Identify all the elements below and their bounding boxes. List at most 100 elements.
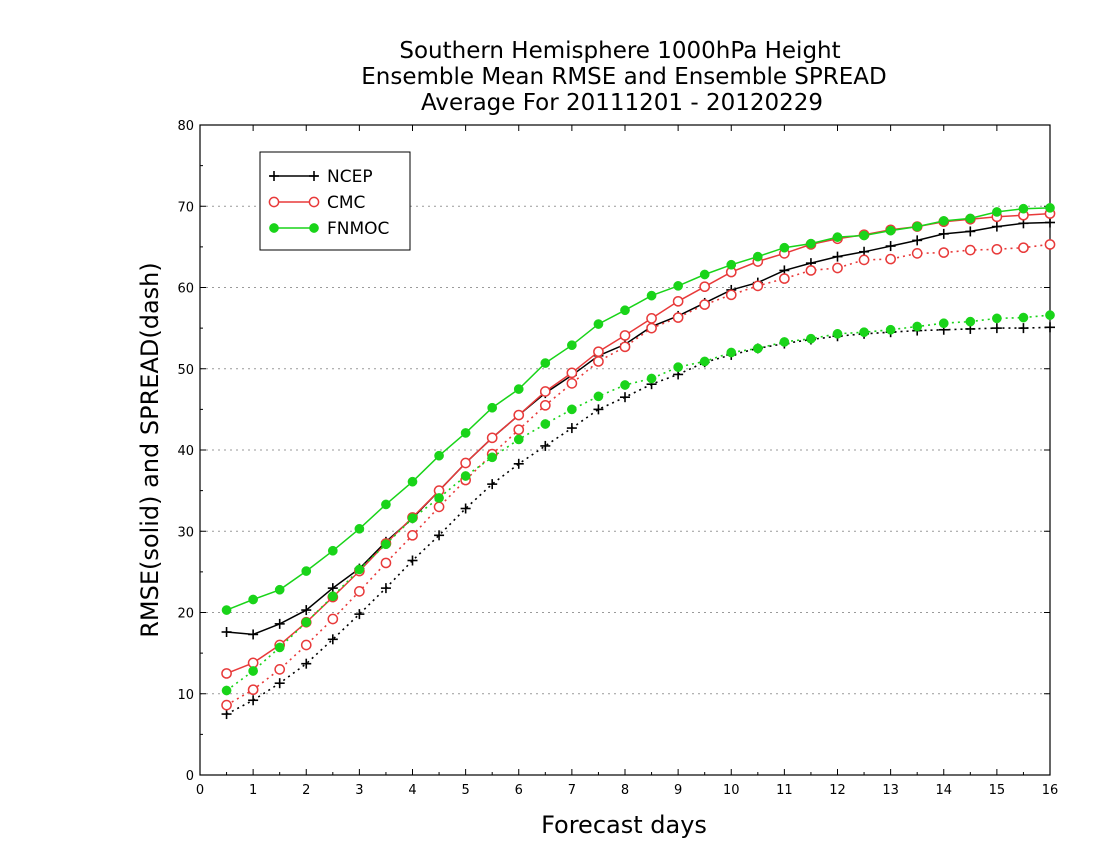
- point-spread-ncep: [301, 658, 312, 669]
- point-spread-fnmoc: [381, 539, 391, 550]
- point-rmse-cmc: [539, 386, 551, 397]
- point-rmse-ncep: [832, 251, 843, 262]
- point-spread-cmc: [433, 501, 445, 513]
- point-spread-fnmoc: [938, 318, 949, 329]
- y-tick-label-30: 30: [177, 525, 194, 540]
- point-spread-ncep: [513, 458, 524, 469]
- point-rmse-ncep: [912, 235, 923, 246]
- point-rmse-fnmoc: [434, 450, 444, 461]
- point-rmse-ncep: [274, 618, 285, 629]
- legend: NCEP CMC FNMOC: [259, 151, 411, 251]
- legend-marker: [269, 171, 279, 181]
- y-tick-label-10: 10: [177, 688, 194, 703]
- point-rmse-cmc: [513, 409, 525, 421]
- point-spread-cmc: [858, 254, 870, 266]
- point-rmse-fnmoc: [620, 305, 630, 316]
- legend-label-cmc: CMC: [327, 193, 365, 213]
- point-spread-cmc: [938, 247, 950, 258]
- point-rmse-fnmoc: [248, 594, 258, 605]
- point-spread-cmc: [646, 322, 657, 334]
- point-rmse-fnmoc: [354, 523, 365, 534]
- point-spread-fnmoc: [487, 452, 498, 463]
- point-spread-cmc: [300, 639, 312, 651]
- point-rmse-fnmoc: [301, 566, 312, 576]
- line-spread-fnmoc: [226, 314, 1051, 692]
- point-rmse-ncep: [965, 226, 976, 237]
- point-rmse-fnmoc: [567, 340, 577, 351]
- point-rmse-fnmoc: [540, 358, 551, 368]
- point-spread-ncep: [248, 695, 259, 706]
- legend-entry-ncep: NCEP: [269, 167, 373, 187]
- point-spread-fnmoc: [301, 617, 312, 628]
- point-spread-cmc: [593, 356, 604, 367]
- point-rmse-fnmoc: [1045, 203, 1055, 213]
- point-rmse-fnmoc: [699, 269, 710, 280]
- point-rmse-fnmoc: [593, 319, 604, 329]
- point-spread-ncep: [327, 634, 338, 645]
- x-tick-label-0: 0: [196, 783, 204, 798]
- legend-marker: [309, 171, 319, 181]
- point-spread-cmc: [991, 243, 1003, 255]
- x-tick-label-13: 13: [882, 783, 899, 798]
- point-spread-ncep: [487, 479, 498, 490]
- point-spread-fnmoc: [274, 642, 285, 653]
- point-spread-fnmoc: [885, 324, 896, 335]
- point-rmse-fnmoc: [274, 584, 285, 595]
- line-spread-ncep: [226, 326, 1051, 715]
- point-spread-fnmoc: [699, 356, 710, 367]
- point-spread-fnmoc: [327, 591, 338, 602]
- point-spread-fnmoc: [992, 313, 1002, 324]
- point-rmse-fnmoc: [752, 251, 763, 262]
- point-rmse-cmc: [247, 657, 259, 669]
- point-spread-cmc: [672, 312, 684, 323]
- legend-entry-cmc: CMC: [268, 193, 365, 213]
- point-rmse-fnmoc: [646, 290, 657, 301]
- point-spread-fnmoc: [673, 362, 683, 372]
- point-rmse-fnmoc: [487, 402, 498, 413]
- point-spread-fnmoc: [620, 380, 630, 390]
- point-spread-ncep: [221, 709, 232, 720]
- chart-title: Southern Hemisphere 1000hPa Height Ensem…: [361, 38, 886, 116]
- y-axis-label: RMSE(solid) and SPREAD(dash): [136, 262, 164, 638]
- point-rmse-fnmoc: [726, 259, 737, 270]
- point-spread-cmc: [1044, 239, 1056, 250]
- point-spread-cmc: [725, 289, 737, 301]
- y-tick-label-60: 60: [177, 282, 194, 297]
- x-tick-label-6: 6: [515, 783, 523, 798]
- point-rmse-cmc: [460, 457, 471, 469]
- title-line-2: Ensemble Mean RMSE and Ensemble SPREAD: [361, 64, 886, 90]
- legend-label-fnmoc: FNMOC: [327, 219, 389, 239]
- x-tick-label-11: 11: [776, 783, 793, 798]
- point-spread-fnmoc: [859, 327, 869, 338]
- y-tick-label-0: 0: [186, 769, 194, 784]
- point-rmse-fnmoc: [673, 281, 683, 291]
- point-rmse-ncep: [221, 627, 232, 637]
- point-rmse-ncep: [991, 221, 1002, 232]
- point-spread-cmc: [779, 273, 790, 284]
- point-rmse-fnmoc: [885, 225, 896, 236]
- x-tick-label-16: 16: [1042, 783, 1059, 798]
- point-spread-ncep: [407, 555, 418, 566]
- point-spread-fnmoc: [434, 493, 444, 503]
- point-spread-cmc: [327, 613, 339, 625]
- x-tick-label-10: 10: [723, 783, 740, 798]
- point-rmse-fnmoc: [381, 499, 391, 510]
- point-spread-fnmoc: [1018, 312, 1029, 323]
- point-spread-ncep: [566, 423, 577, 434]
- point-spread-cmc: [380, 557, 392, 569]
- point-spread-ncep: [1018, 323, 1029, 334]
- point-spread-ncep: [620, 392, 630, 403]
- point-rmse-fnmoc: [327, 545, 338, 556]
- legend-marker: [269, 223, 279, 233]
- legend-entry-fnmoc: FNMOC: [269, 219, 389, 239]
- x-axis-label: Forecast days: [541, 811, 707, 839]
- point-rmse-cmc: [486, 432, 498, 444]
- point-rmse-fnmoc: [407, 476, 418, 487]
- point-rmse-fnmoc: [1018, 203, 1029, 214]
- point-rmse-fnmoc: [513, 384, 524, 394]
- point-spread-fnmoc: [779, 337, 790, 347]
- point-spread-ncep: [991, 323, 1002, 334]
- point-spread-cmc: [274, 664, 286, 675]
- point-spread-fnmoc: [965, 316, 976, 327]
- x-tick-label-14: 14: [935, 783, 952, 798]
